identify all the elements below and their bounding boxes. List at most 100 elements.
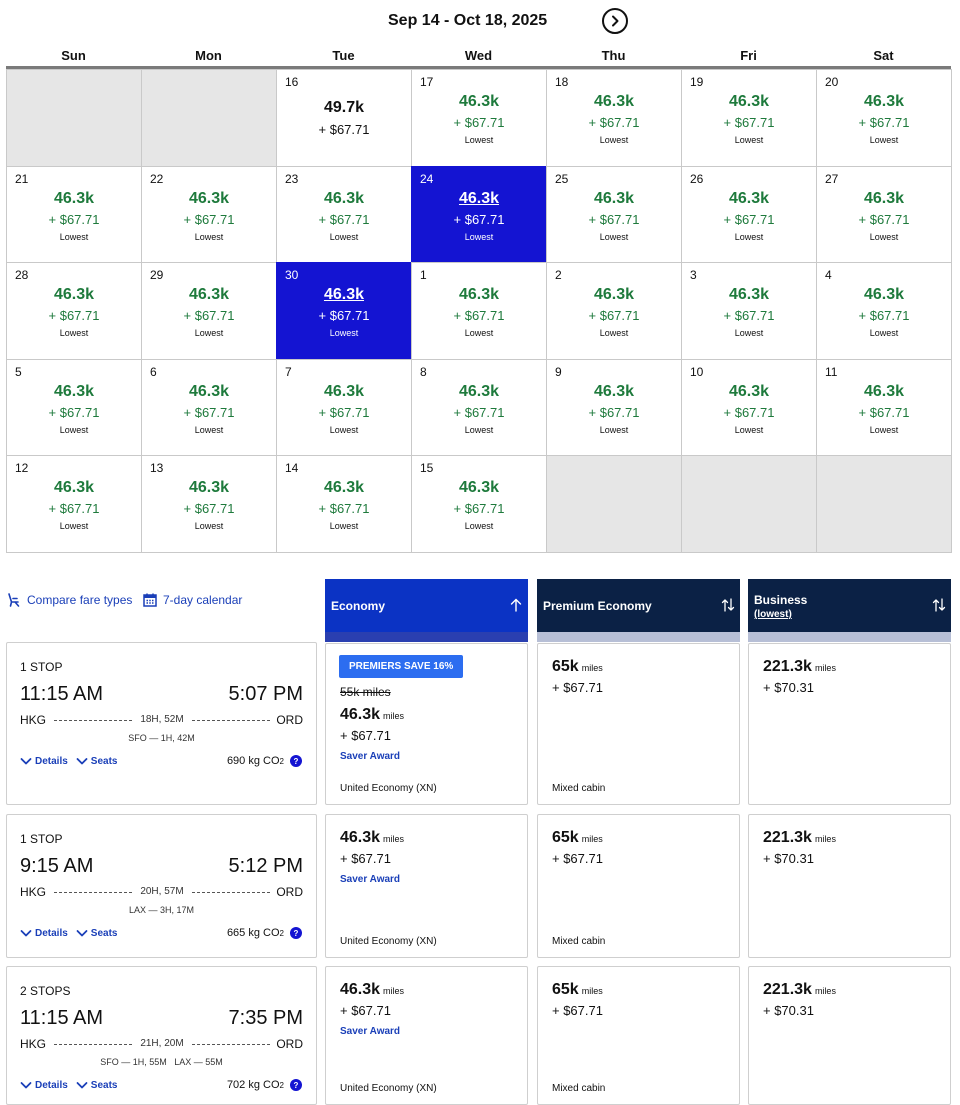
day-number: 6 (150, 365, 157, 379)
flight-duration: 20H, 57M (140, 886, 184, 897)
economy-fare-card[interactable]: 46.3k miles + $67.71 Saver Award United Econ… (325, 966, 528, 1105)
calendar-day[interactable]: 12 46.3k + $67.71 Lowest (6, 455, 142, 553)
day-number: 25 (555, 172, 569, 186)
premium-economy-fare-card[interactable]: 65k miles + $67.71 Mixed cabin (537, 966, 740, 1105)
seats-link[interactable]: Seats (76, 928, 118, 939)
lowest-label: Lowest (734, 135, 764, 145)
calendar-day[interactable]: 28 46.3k + $67.71 Lowest (6, 262, 142, 360)
calendar-day[interactable]: 15 46.3k + $67.71 Lowest (411, 455, 547, 553)
sort-icon (721, 598, 735, 612)
premium-economy-column-header[interactable]: Premium Economy (537, 579, 740, 642)
calendar-day[interactable]: 14 46.3k + $67.71 Lowest (276, 455, 412, 553)
calendar-day[interactable]: 9 46.3k + $67.71 Lowest (546, 359, 682, 456)
business-column-header[interactable]: Business (lowest) (748, 579, 951, 642)
calendar-day-selected[interactable]: 24 46.3k + $67.71 Lowest (411, 166, 547, 263)
calendar-day[interactable]: 3 46.3k + $67.71 Lowest (681, 262, 817, 360)
day-miles: 46.3k (863, 93, 905, 110)
calendar-empty-cell (681, 455, 817, 553)
day-miles: 46.3k (863, 383, 905, 400)
seats-label: Seats (90, 928, 118, 939)
flight-links: Details Seats (20, 928, 117, 939)
cabin-class-label: Mixed cabin (552, 1083, 606, 1094)
calendar-day[interactable]: 13 46.3k + $67.71 Lowest (141, 455, 277, 553)
day-number: 19 (690, 75, 704, 89)
saver-award-label: Saver Award (340, 874, 401, 885)
day-miles: 46.3k (458, 190, 500, 207)
sort-icon (932, 598, 946, 612)
fare-miles: 221.3k miles (763, 981, 836, 999)
next-month-button[interactable] (602, 8, 628, 34)
help-icon[interactable]: ? (290, 927, 302, 939)
day-price: + $67.71 (858, 308, 910, 323)
details-link[interactable]: Details (20, 928, 68, 939)
day-price: + $67.71 (588, 115, 640, 130)
day-price: + $67.71 (858, 115, 910, 130)
lowest-label: Lowest (329, 521, 359, 531)
details-link[interactable]: Details (20, 1080, 68, 1091)
day-number: 21 (15, 172, 29, 186)
lowest-label: Lowest (194, 328, 224, 338)
day-miles: 46.3k (188, 479, 230, 496)
economy-fare-card[interactable]: PREMIERS SAVE 16% 55k miles 46.3k miles + $6… (325, 643, 528, 805)
calendar-day[interactable]: 5 46.3k + $67.71 Lowest (6, 359, 142, 456)
day-price: + $67.71 (453, 115, 505, 130)
calendar-day[interactable]: 19 46.3k + $67.71 Lowest (681, 69, 817, 167)
day-number: 2 (555, 268, 562, 282)
arrival-time: 5:07 PM (228, 683, 303, 705)
weekday-header: Sun Mon Tue Wed Thu Fri Sat (6, 48, 951, 66)
lowest-label: Lowest (599, 135, 629, 145)
compare-fare-types-link[interactable]: Compare fare types (6, 592, 132, 608)
weekday-label: Thu (601, 48, 626, 63)
details-link[interactable]: Details (20, 756, 68, 767)
help-icon[interactable]: ? (290, 1079, 302, 1091)
economy-fare-card[interactable]: 46.3k miles + $67.71 Saver Award United Econ… (325, 814, 528, 958)
day-miles: 46.3k (323, 383, 365, 400)
calendar-day[interactable]: 29 46.3k + $67.71 Lowest (141, 262, 277, 360)
day-miles: 46.3k (458, 383, 500, 400)
calendar-day[interactable]: 4 46.3k + $67.71 Lowest (816, 262, 952, 360)
miles-unit: miles (581, 834, 603, 844)
calendar-day[interactable]: 6 46.3k + $67.71 Lowest (141, 359, 277, 456)
day-number: 8 (420, 365, 427, 379)
calendar-day[interactable]: 26 46.3k + $67.71 Lowest (681, 166, 817, 263)
calendar-day[interactable]: 2 46.3k + $67.71 Lowest (546, 262, 682, 360)
origin-airport: HKG (20, 713, 47, 727)
fare-taxes: + $67.71 (552, 680, 603, 695)
calendar-day-selected[interactable]: 30 46.3k + $67.71 Lowest (276, 262, 412, 360)
calendar-day[interactable]: 21 46.3k + $67.71 Lowest (6, 166, 142, 263)
calendar-day[interactable]: 27 46.3k + $67.71 Lowest (816, 166, 952, 263)
calendar-day[interactable]: 1 46.3k + $67.71 Lowest (411, 262, 547, 360)
co2-emissions: 690 kg CO 2? (227, 755, 302, 767)
business-fare-card[interactable]: 221.3k miles + $70.31 (748, 966, 951, 1105)
premium-economy-fare-card[interactable]: 65k miles + $67.71 Mixed cabin (537, 643, 740, 805)
seats-link[interactable]: Seats (76, 1080, 117, 1091)
calendar-day[interactable]: 20 46.3k + $67.71 Lowest (816, 69, 952, 167)
help-icon[interactable]: ? (290, 755, 302, 767)
day-price: + $67.71 (318, 212, 370, 227)
calendar-day[interactable]: 22 46.3k + $67.71 Lowest (141, 166, 277, 263)
day-miles: 46.3k (728, 286, 770, 303)
day-number: 12 (15, 461, 29, 475)
calendar-day[interactable]: 17 46.3k + $67.71 Lowest (411, 69, 547, 167)
economy-column-header[interactable]: Economy (325, 579, 528, 642)
calendar-day[interactable]: 23 46.3k + $67.71 Lowest (276, 166, 412, 263)
calendar-day[interactable]: 10 46.3k + $67.71 Lowest (681, 359, 817, 456)
premium-economy-fare-card[interactable]: 65k miles + $67.71 Mixed cabin (537, 814, 740, 958)
seats-link[interactable]: Seats (76, 756, 117, 767)
calendar-day[interactable]: 25 46.3k + $67.71 Lowest (546, 166, 682, 263)
calendar-day[interactable]: 8 46.3k + $67.71 Lowest (411, 359, 547, 456)
business-fare-card[interactable]: 221.3k miles + $70.31 (748, 643, 951, 805)
day-miles: 46.3k (53, 190, 95, 207)
cabin-class-label: Mixed cabin (552, 936, 606, 947)
day-miles: 46.3k (323, 190, 365, 207)
day-price: + $67.71 (723, 308, 775, 323)
calendar-day[interactable]: 16 49.7k + $67.71 (276, 69, 412, 167)
calendar-day[interactable]: 7 46.3k + $67.71 Lowest (276, 359, 412, 456)
business-fare-card[interactable]: 221.3k miles + $70.31 (748, 814, 951, 958)
day-number: 7 (285, 365, 292, 379)
calendar-day[interactable]: 18 46.3k + $67.71 Lowest (546, 69, 682, 167)
seven-day-calendar-link[interactable]: 7-day calendar (142, 592, 242, 608)
miles-unit: miles (383, 986, 405, 996)
economy-header-label: Economy (331, 599, 386, 613)
calendar-day[interactable]: 11 46.3k + $67.71 Lowest (816, 359, 952, 456)
